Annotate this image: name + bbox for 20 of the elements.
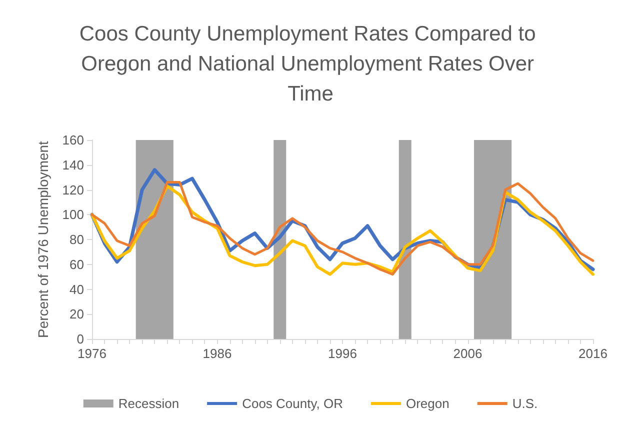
y-tick-label: 0: [76, 332, 84, 346]
y-tick-label: 60: [70, 256, 84, 272]
y-tick-label: 80: [70, 232, 84, 247]
y-tick-label: 40: [70, 282, 84, 297]
x-tick-label: 2016: [578, 346, 608, 361]
y-tick-label: 20: [70, 306, 84, 322]
x-tick-label: 1986: [202, 346, 232, 361]
x-tick-label: 1996: [328, 346, 357, 361]
x-tick-label: 2006: [453, 346, 482, 361]
y-tick-label: 120: [62, 182, 84, 198]
y-tick-label: 100: [62, 207, 84, 222]
y-tick-label: 160: [62, 132, 84, 148]
legend-label: Coos County, OR: [242, 396, 343, 411]
x-tick-label: 1976: [78, 346, 106, 361]
y-tick-label: 140: [62, 157, 84, 172]
y-axis-title: Percent of 1976 Unemployment: [35, 140, 51, 338]
legend-label: U.S.: [512, 396, 538, 411]
legend-label: Oregon: [406, 396, 450, 411]
legend-label: Recession: [118, 396, 180, 411]
chart-title: Coos County Unemployment Rates Compared to Oregon and National Unemployment Rates Over Time: [79, 22, 542, 106]
